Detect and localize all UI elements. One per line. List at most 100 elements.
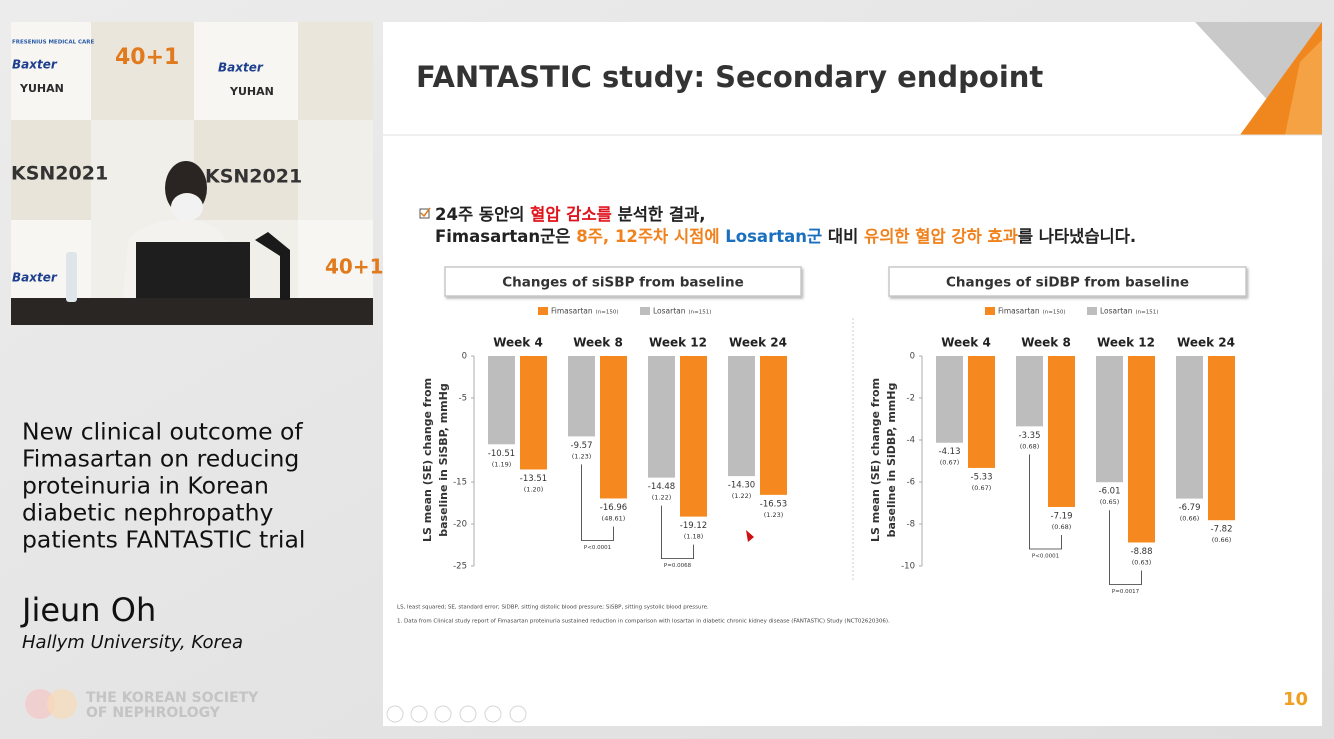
se-label: (0.66) [1212, 536, 1232, 544]
toolbar-button[interactable] [386, 705, 404, 723]
backdrop-panel [194, 22, 298, 120]
talk-title-line: Fimasartan on reducing [22, 445, 299, 473]
value-label: -14.30 [728, 481, 755, 491]
bar [520, 356, 547, 470]
summary-segment: Fimasartan군은 [435, 227, 576, 246]
significance-bracket [1109, 510, 1142, 585]
charts: Changes of siSBP from baseline Fimasartan… [421, 266, 1247, 595]
logo-shape [25, 689, 55, 719]
value-label: -7.19 [1051, 511, 1073, 521]
y-tick-label: -10 [901, 562, 915, 572]
chart-title: Changes of siSBP from baseline [502, 275, 743, 291]
value-label: -3.35 [1019, 431, 1041, 441]
bar [680, 356, 707, 517]
bar [1208, 356, 1235, 521]
x-tick-label: Week 12 [1097, 336, 1155, 350]
talk-title-line: New clinical outcome of [22, 418, 303, 446]
x-tick-label: Week 4 [493, 336, 543, 350]
se-label: (0.66) [1180, 515, 1200, 523]
significance-bracket [581, 464, 614, 541]
summary-segment: 대비 [822, 227, 864, 246]
y-tick-label: -4 [907, 436, 915, 446]
pointer [746, 530, 754, 542]
value-label: -10.51 [488, 449, 515, 459]
toolbar-button[interactable] [459, 705, 477, 723]
chart-title-box [444, 266, 802, 297]
backdrop-text: 40+1 [115, 45, 179, 70]
legend-name: Fimasartan [998, 307, 1040, 316]
se-label: (1.19) [492, 460, 512, 468]
y-axis-label: baseline in SiDBP, mmHg [885, 383, 898, 538]
bar [1128, 356, 1155, 543]
backdrop-panel [11, 120, 91, 220]
y-tick-label: 0 [462, 352, 467, 362]
se-label: (1.22) [652, 494, 672, 502]
legend-note: (n=150) [1043, 309, 1066, 315]
value-label: -9.57 [571, 441, 593, 451]
legend-label: Fimasartan (n=150) [551, 307, 619, 316]
bar [600, 356, 627, 499]
toolbar-button[interactable] [509, 705, 527, 723]
summary-segment: Losartan군 [725, 227, 822, 246]
footnote: LS, least squared; SE, standard error; S… [397, 605, 709, 611]
backdrop-panel [194, 120, 298, 220]
summary-segment: 8주, 12주차 시점에 [576, 227, 719, 246]
y-tick-label: -8 [907, 520, 915, 530]
legend-label: Losartan (n=151) [1100, 307, 1158, 316]
legend-note: (n=151) [689, 309, 712, 315]
chart-title: Changes of siDBP from baseline [946, 275, 1189, 291]
backdrop-text: 40+1 [325, 255, 384, 279]
slide: FANTASTIC study: Secondary endpoint 24주 … [383, 22, 1322, 726]
significance-bracket [1029, 454, 1062, 550]
backdrop-text: Baxter [12, 271, 58, 285]
se-label: (0.65) [1100, 498, 1120, 506]
bar [1096, 356, 1123, 483]
bar [488, 356, 515, 445]
x-tick-label: Week 8 [1021, 336, 1071, 350]
backdrop-text: KSN2021 [11, 163, 108, 185]
toolbar-button[interactable] [410, 705, 428, 723]
bar [728, 356, 755, 477]
y-tick-label: -15 [453, 478, 467, 488]
footnote: 1. Data from Clinical study report of Fi… [397, 619, 890, 625]
y-axis-label: baseline in SiSBP, mmHg [437, 383, 450, 536]
y-tick-label: -2 [907, 394, 915, 404]
backdrop-text: YUHAN [19, 82, 64, 95]
desk [11, 298, 373, 325]
backdrop-text: KSN2021 [205, 166, 302, 188]
bar [968, 356, 995, 468]
video-feed: FRESENIUS MEDICAL CARE Baxter YUHAN 40+1… [11, 22, 384, 325]
summary-segment: 유의한 혈압 강하 효과 [864, 226, 1018, 246]
summary-segment: 분석한 결과, [612, 205, 706, 224]
talk-title-line: patients FANTASTIC trial [22, 526, 305, 554]
legend-label: Losartan (n=151) [653, 307, 711, 316]
value-label: -16.53 [760, 499, 787, 509]
microphone-stand [255, 232, 290, 300]
toolbar-button[interactable] [434, 705, 452, 723]
legend-swatch [640, 307, 650, 315]
x-tick-label: Week 8 [573, 336, 623, 350]
legend-swatch [985, 307, 995, 315]
x-tick-label: Week 24 [1177, 336, 1235, 350]
talk-title-line: proteinuria in Korean [22, 472, 269, 500]
se-label: (1.22) [732, 492, 752, 500]
value-label: -5.33 [971, 472, 993, 482]
summary-line: 24주 동안의 혈압 감소를 분석한 결과, [435, 204, 706, 224]
summary-segment: 24주 동안의 [435, 205, 530, 224]
se-label: (1.20) [524, 485, 544, 493]
y-tick-label: 0 [910, 352, 915, 362]
p-value: P=0.0068 [664, 563, 692, 569]
summary: 24주 동안의 혈압 감소를 분석한 결과, Fimasartan군은 8주, 1… [435, 204, 1136, 246]
se-label: (0.67) [972, 484, 992, 492]
backdrop-panel [91, 22, 194, 120]
bar [568, 356, 595, 437]
slide-title: FANTASTIC study: Secondary endpoint [416, 60, 1043, 94]
p-value: P<0.0001 [584, 545, 611, 551]
se-label: (0.63) [1132, 558, 1152, 566]
toolbar-button[interactable] [484, 705, 502, 723]
value-label: -19.12 [680, 521, 707, 531]
speaker-name: Jieun Oh [20, 591, 156, 629]
legend-name: Losartan [653, 307, 686, 316]
